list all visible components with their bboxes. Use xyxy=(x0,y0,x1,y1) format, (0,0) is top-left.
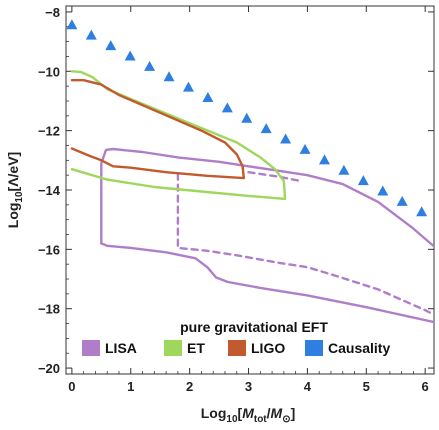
causality-marker xyxy=(85,29,97,40)
causality-marker xyxy=(338,164,350,175)
y-axis-label-prefix: Log xyxy=(5,203,21,229)
x-axis-label-m2: M xyxy=(271,405,283,421)
causality-marker xyxy=(163,71,175,82)
causality-marker xyxy=(299,143,311,154)
causality-marker xyxy=(105,40,117,51)
causality-marker xyxy=(66,19,78,30)
y-tick-label: −18 xyxy=(38,302,60,317)
causality-marker xyxy=(182,81,194,92)
x-axis-label-tot: tot xyxy=(254,414,267,425)
plot-frame xyxy=(65,5,435,375)
x-tick-label: 4 xyxy=(304,379,312,394)
x-tick-label: 0 xyxy=(68,379,75,394)
legend-label-lisa: LISA xyxy=(105,340,137,356)
causality-marker xyxy=(357,175,369,186)
legend-swatch-causality xyxy=(305,340,323,356)
x-axis-label-m: M xyxy=(242,405,254,421)
legend-swatch-ligo xyxy=(228,340,246,356)
x-tick-label: 1 xyxy=(127,379,134,394)
y-tick-label: −16 xyxy=(38,242,60,257)
y-tick-label: −8 xyxy=(45,5,60,20)
causality-marker xyxy=(241,112,253,123)
legend-label-et: ET xyxy=(187,340,205,356)
ligo-curve xyxy=(70,79,245,180)
causality-marker xyxy=(124,50,136,61)
x-tick-label: 5 xyxy=(363,379,370,394)
causality-marker xyxy=(260,123,272,134)
x-tick-label: 2 xyxy=(186,379,193,394)
legend-swatch-lisa xyxy=(82,340,100,356)
x-tick-label: 6 xyxy=(422,379,429,394)
causality-marker xyxy=(396,195,408,206)
legend: pure gravitational EFT LISA ET LIGO Causali… xyxy=(82,319,390,356)
x-axis-label-sun: ⊙ xyxy=(282,414,290,425)
x-axis-label-sub: 10 xyxy=(226,414,238,425)
lisa-curve xyxy=(100,147,434,248)
lisa-curve xyxy=(100,242,434,324)
causality-marker xyxy=(221,102,233,113)
x-axis-label: Log10[Mtot/M⊙] xyxy=(201,405,296,425)
x-tick-label: 3 xyxy=(245,379,252,394)
y-axis-label-rest: [Λ/eV] xyxy=(5,152,21,192)
y-tick-label: −10 xyxy=(38,64,60,79)
x-axis-label-end: ] xyxy=(291,405,296,421)
x-axis-label-slash: / xyxy=(267,405,271,421)
causality-marker xyxy=(144,60,156,71)
causality-marker xyxy=(318,154,330,165)
legend-title: pure gravitational EFT xyxy=(180,319,328,335)
causality-marker xyxy=(202,92,214,102)
lisa-dashed-curve xyxy=(247,171,303,183)
y-axis-label-sub: 10 xyxy=(14,191,25,203)
y-tick-label: −12 xyxy=(38,124,60,139)
causality-marker xyxy=(416,206,428,217)
y-tick-label: −20 xyxy=(38,361,60,376)
legend-swatch-et xyxy=(164,340,182,356)
y-axis-label: Log10[Λ/eV] xyxy=(5,152,25,228)
x-axis-label-prefix: Log xyxy=(201,405,227,421)
causality-marker xyxy=(377,185,389,196)
x-axis-label-bracket: [ xyxy=(238,405,243,421)
y-tick-label: −14 xyxy=(38,183,61,198)
legend-label-ligo: LIGO xyxy=(251,340,285,356)
legend-label-causality: Causality xyxy=(328,340,390,356)
lisa-dashed-curve xyxy=(176,172,434,316)
causality-marker xyxy=(280,133,292,144)
